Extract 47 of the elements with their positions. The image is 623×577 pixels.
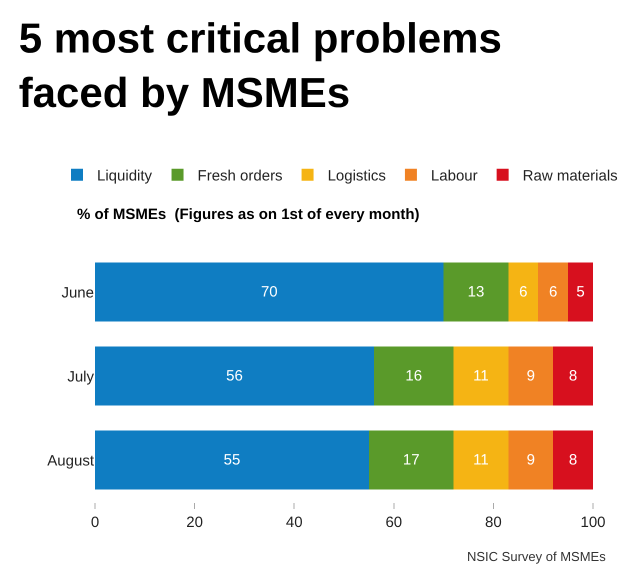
- bar: [95, 262, 444, 322]
- data-label: 6: [519, 284, 528, 300]
- x-tick-label: 100: [580, 514, 606, 531]
- bar: [508, 346, 554, 406]
- data-label: 8: [568, 368, 578, 384]
- y-tick-label: August: [47, 452, 95, 470]
- text: NSIC Survey of MSMEs: [467, 549, 606, 564]
- data-label: 9: [526, 368, 535, 384]
- legend-label: Liquidity: [97, 168, 153, 185]
- data-label: 8: [568, 452, 578, 468]
- bar: [368, 430, 454, 490]
- x-tick-label: 60: [385, 514, 402, 531]
- data-label: 16: [405, 368, 422, 384]
- chart-subtitle: % of MSMEs (Figures as on 1st of every month): [77, 206, 420, 223]
- data-label: 11: [473, 368, 489, 384]
- data-label: 9: [526, 452, 535, 468]
- data-label: 11: [473, 452, 489, 468]
- x-tick-label: 0: [90, 514, 100, 531]
- data-label: 6: [548, 284, 558, 300]
- bar: [444, 262, 508, 322]
- bar: [374, 346, 454, 406]
- bar: [553, 430, 593, 490]
- legend-label: Fresh orders: [198, 168, 283, 185]
- data-label: 55: [224, 452, 240, 468]
- legend-label: Logistics: [328, 168, 386, 185]
- y-tick-label: June: [61, 284, 94, 302]
- bar: [508, 430, 554, 490]
- data-label: 56: [226, 368, 243, 384]
- bar: [553, 346, 593, 406]
- bar: [454, 346, 508, 406]
- bar: [568, 262, 593, 322]
- data-label: 5: [576, 284, 585, 300]
- chart-title: 5 most critical problems faced by MSMEs: [18, 14, 502, 116]
- bar: [538, 262, 568, 322]
- y-tick-label: July: [67, 368, 94, 386]
- data-label: 13: [468, 284, 484, 300]
- legend-label: Labour: [430, 168, 478, 185]
- x-tick-label: 40: [286, 514, 303, 531]
- x-tick-label: 80: [485, 514, 502, 531]
- bar: [95, 430, 369, 490]
- bar: [508, 262, 538, 322]
- data-label: 17: [402, 452, 420, 468]
- data-label: 70: [260, 284, 278, 300]
- legend-label: Raw materials: [522, 168, 618, 185]
- bar: [95, 346, 374, 406]
- bar: [454, 430, 508, 490]
- x-tick-label: 20: [186, 514, 203, 531]
